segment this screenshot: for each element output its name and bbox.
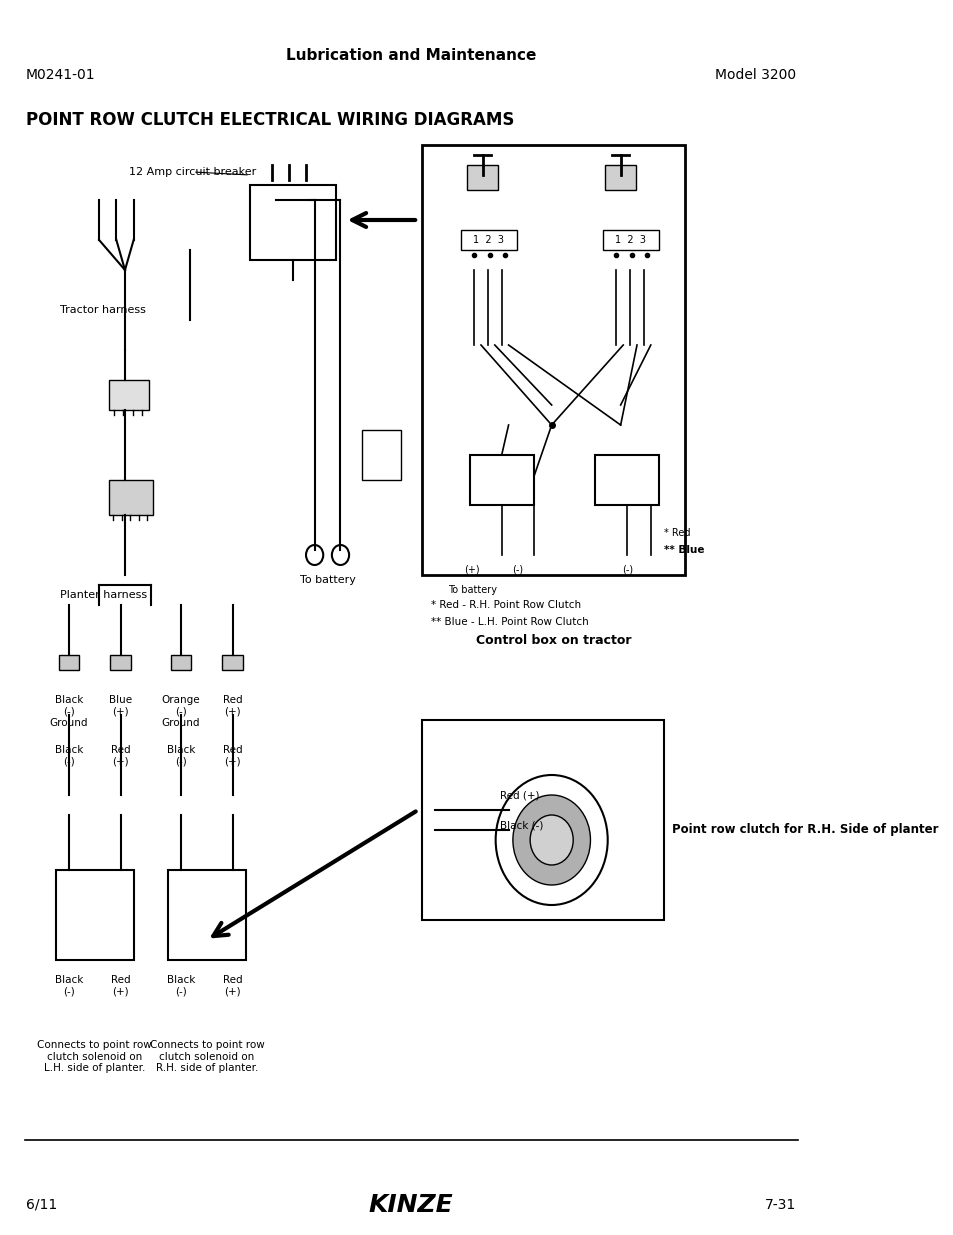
Text: ** Blue: ** Blue <box>663 545 703 555</box>
Text: M0241-01: M0241-01 <box>26 68 95 82</box>
Text: 6/11: 6/11 <box>26 1198 57 1212</box>
Text: Black (-): Black (-) <box>499 820 543 830</box>
Text: Connects to point row
clutch solenoid on
R.H. side of planter.: Connects to point row clutch solenoid on… <box>150 1040 264 1073</box>
Bar <box>467 165 497 190</box>
Circle shape <box>332 545 349 564</box>
Bar <box>222 655 243 671</box>
Bar <box>469 454 534 505</box>
Bar <box>110 380 149 410</box>
Bar <box>604 165 636 190</box>
Text: * Red - R.H. Point Row Clutch: * Red - R.H. Point Row Clutch <box>431 600 580 610</box>
Text: Black
(-): Black (-) <box>54 974 83 997</box>
Text: Red
(+): Red (+) <box>223 695 242 716</box>
Text: Model 3200: Model 3200 <box>715 68 796 82</box>
Text: Connects to point row
clutch solenoid on
L.H. side of planter.: Connects to point row clutch solenoid on… <box>37 1040 152 1073</box>
Bar <box>422 720 663 920</box>
Text: Lubrication and Maintenance: Lubrication and Maintenance <box>286 47 536 63</box>
Text: Red
(+): Red (+) <box>223 745 242 767</box>
Text: 7-31: 7-31 <box>764 1198 796 1212</box>
Bar <box>110 480 152 515</box>
Bar <box>422 144 684 576</box>
Bar <box>168 869 246 960</box>
Text: ** Blue - L.H. Point Row Clutch: ** Blue - L.H. Point Row Clutch <box>431 618 588 627</box>
Bar <box>56 869 133 960</box>
Text: Red
(+): Red (+) <box>223 974 242 997</box>
Text: Black
(-)
Ground: Black (-) Ground <box>50 695 88 729</box>
Text: 1  2  3: 1 2 3 <box>615 235 646 245</box>
Text: POINT ROW CLUTCH ELECTRICAL WIRING DIAGRAMS: POINT ROW CLUTCH ELECTRICAL WIRING DIAGR… <box>26 111 514 128</box>
Bar <box>171 655 192 671</box>
Text: Control box on tractor: Control box on tractor <box>476 634 631 646</box>
Text: To battery: To battery <box>447 585 497 595</box>
Text: Tractor harness: Tractor harness <box>60 305 146 315</box>
Text: To battery: To battery <box>299 576 355 585</box>
Text: Black
(-): Black (-) <box>54 745 83 767</box>
Circle shape <box>306 545 323 564</box>
Bar <box>58 655 79 671</box>
Text: (-): (-) <box>621 564 633 576</box>
Text: KINZE: KINZE <box>369 1193 453 1216</box>
Text: (+): (+) <box>464 564 479 576</box>
Text: Black
(-): Black (-) <box>167 974 195 997</box>
Text: (-): (-) <box>511 564 522 576</box>
Text: 1  2  3: 1 2 3 <box>473 235 504 245</box>
Text: 12 Amp circuit breaker: 12 Amp circuit breaker <box>130 167 256 177</box>
Bar <box>250 185 335 261</box>
Text: Red (+): Red (+) <box>499 790 538 800</box>
Text: * Red: * Red <box>663 529 690 538</box>
Bar <box>361 430 400 480</box>
Text: Orange
(-)
Ground: Orange (-) Ground <box>162 695 200 729</box>
Circle shape <box>513 795 590 885</box>
Text: Point row clutch for R.H. Side of planter: Point row clutch for R.H. Side of plante… <box>672 824 938 836</box>
Text: Black
(-): Black (-) <box>167 745 195 767</box>
Text: Planter harness: Planter harness <box>60 590 148 600</box>
Bar <box>111 655 131 671</box>
Bar <box>460 230 517 249</box>
Text: Blue
(+): Blue (+) <box>109 695 132 716</box>
Text: Red
(+): Red (+) <box>111 745 131 767</box>
Bar <box>602 230 659 249</box>
Bar <box>594 454 659 505</box>
Text: Red
(+): Red (+) <box>111 974 131 997</box>
Circle shape <box>530 815 573 864</box>
